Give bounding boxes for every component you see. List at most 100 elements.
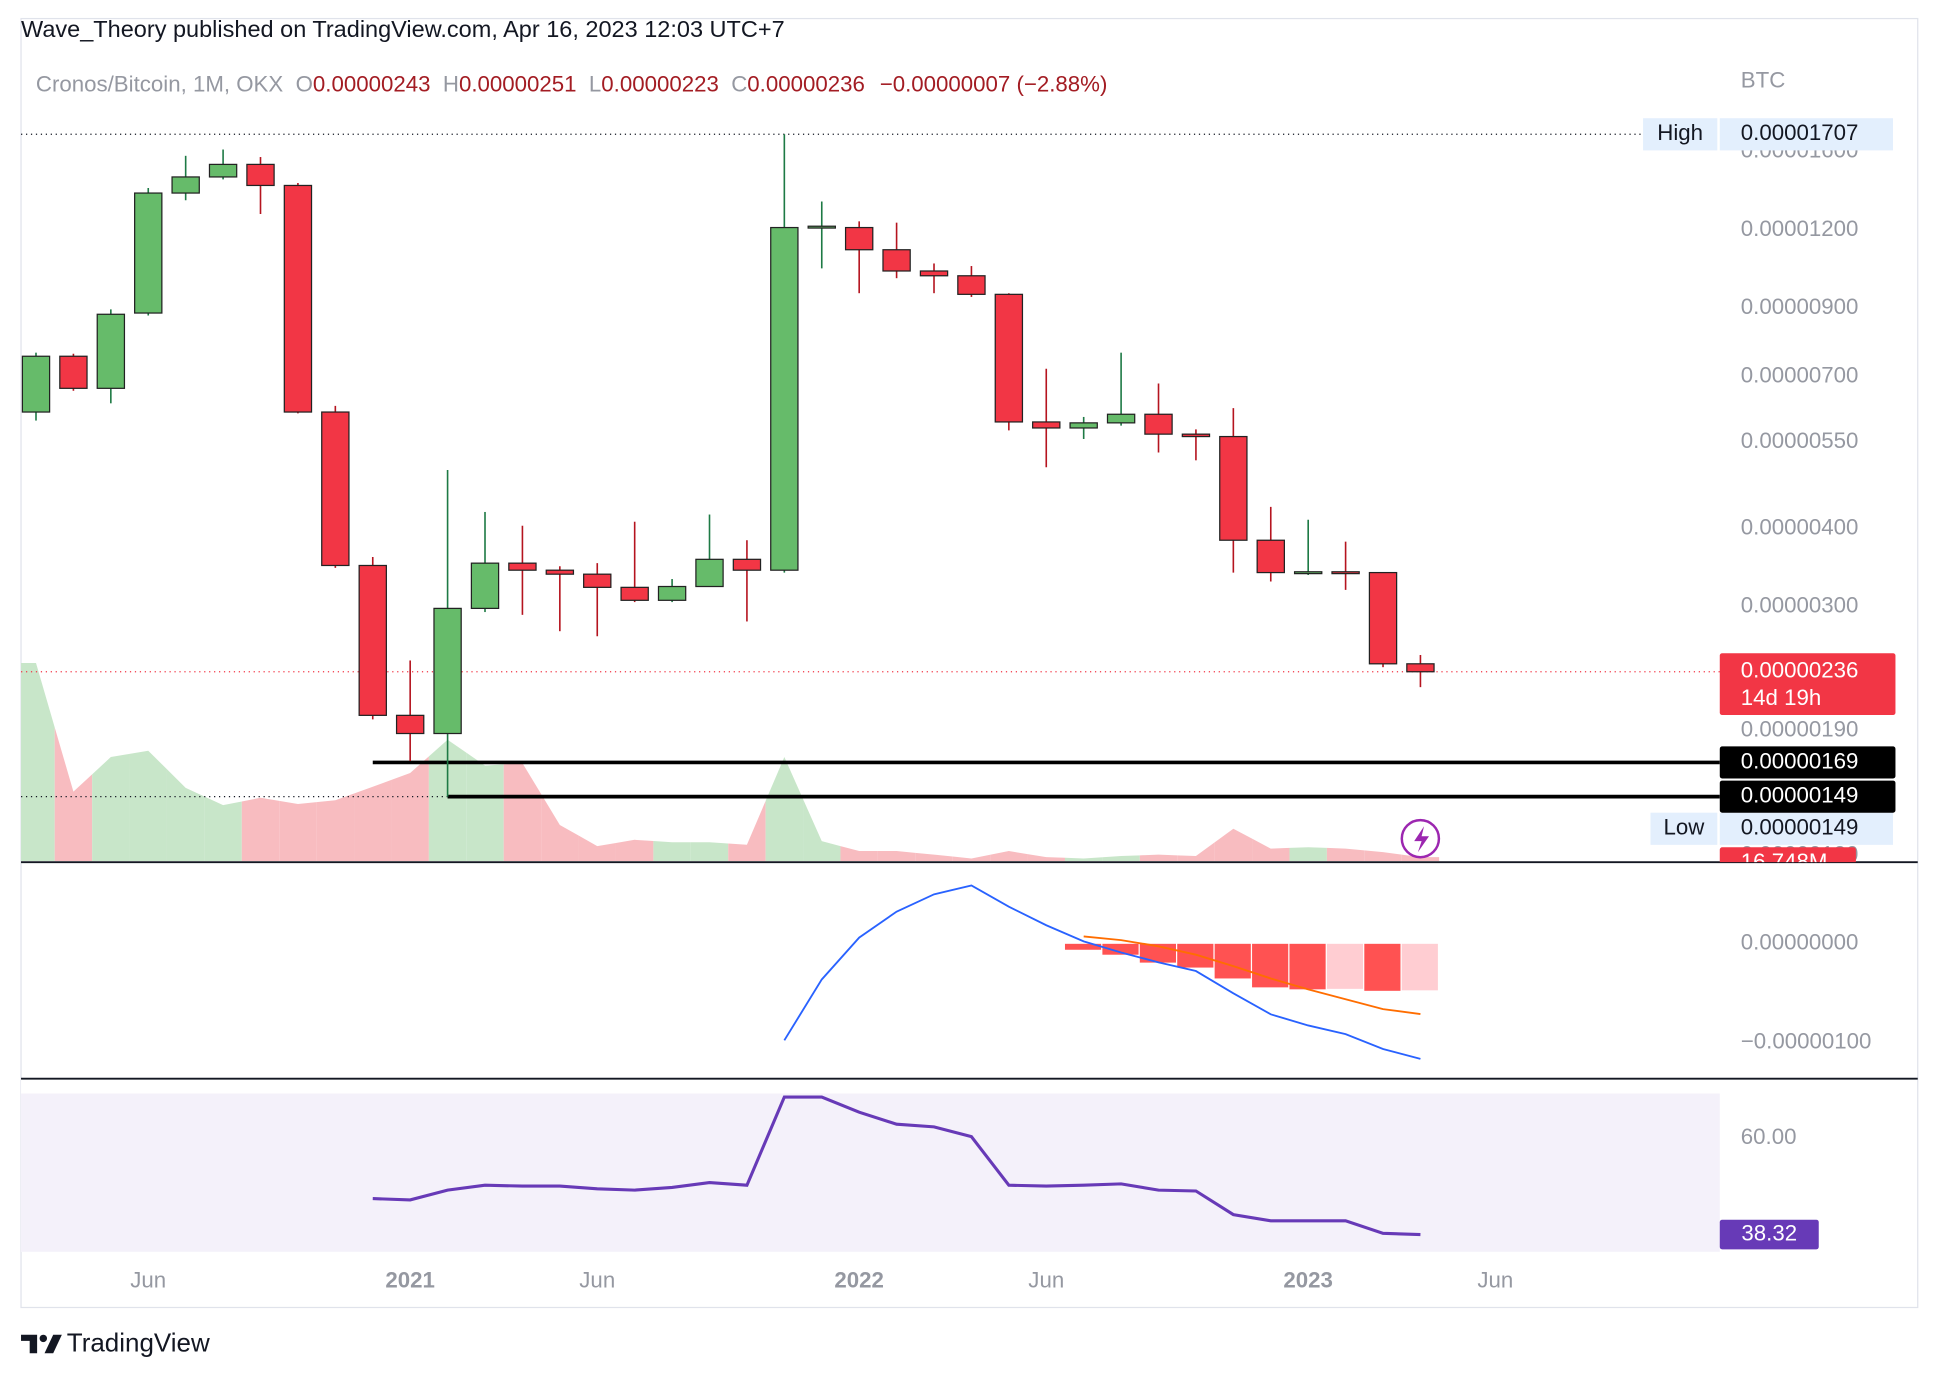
volume-area xyxy=(1364,850,1402,861)
high-title-box xyxy=(1643,118,1718,151)
y-tick-label: 0.00000190 xyxy=(1741,717,1859,742)
macd-histogram xyxy=(1252,943,1289,988)
volume-area xyxy=(728,800,766,861)
candle-body xyxy=(208,163,238,178)
volume-area xyxy=(1252,838,1290,861)
x-tick-label: Jun xyxy=(1477,1267,1513,1292)
candle-body xyxy=(1032,421,1061,429)
low-title-box xyxy=(1650,812,1718,845)
candle-body xyxy=(1181,433,1211,438)
volume-area xyxy=(840,846,878,861)
volume-label: 16.748M xyxy=(1741,849,1828,874)
macd-tick-label: 0.00000000 xyxy=(1741,930,1859,955)
l-value: 0.00000223 xyxy=(601,71,719,96)
candle-body xyxy=(1069,422,1098,429)
last-price: 0.00000236 xyxy=(1741,658,1859,683)
candle-body xyxy=(358,564,387,716)
x-tick-label: 2023 xyxy=(1283,1267,1333,1292)
signal-line xyxy=(1083,935,1421,1015)
low-value-box xyxy=(1719,812,1893,845)
candle-body xyxy=(1144,413,1173,435)
volume-area xyxy=(391,756,429,861)
rsi-tick-label: 60.00 xyxy=(1741,1124,1797,1149)
h: H xyxy=(443,71,459,96)
candle-body xyxy=(321,411,350,567)
y-tick-label: 0.00001200 xyxy=(1741,216,1859,241)
macd-histogram xyxy=(1326,943,1364,989)
candle-body xyxy=(657,585,687,601)
plot-layer xyxy=(21,133,1720,1252)
volume-area xyxy=(166,769,205,861)
volume-area xyxy=(541,794,579,861)
candle-body xyxy=(1406,663,1435,673)
rsi-line xyxy=(372,1095,1421,1237)
candle-body xyxy=(1106,413,1136,424)
volume-area xyxy=(204,796,242,861)
x-tick-label: Jun xyxy=(130,1267,166,1292)
volume-area xyxy=(428,739,467,861)
candle-body xyxy=(620,586,649,601)
candle-body xyxy=(283,184,313,413)
o: O xyxy=(296,71,313,96)
level-label: 0.00000169 xyxy=(1741,748,1859,773)
candle-body xyxy=(134,192,163,314)
volume-area xyxy=(1139,854,1178,861)
macd-histogram xyxy=(1177,943,1214,968)
macd-histogram xyxy=(1214,943,1251,979)
rsi-band xyxy=(21,1093,1720,1252)
y-tick-label: 0.00000900 xyxy=(1741,294,1859,319)
candle-body xyxy=(732,558,762,571)
volume-label-box xyxy=(1719,847,1856,863)
volume-label-group: 16.748M xyxy=(1719,847,1856,874)
volume-area xyxy=(54,727,93,861)
x-tick-label: Jun xyxy=(579,1267,615,1292)
volume-area xyxy=(316,793,355,861)
candle-body xyxy=(1219,435,1248,541)
unit: BTC xyxy=(1741,68,1786,93)
y-tick-label: 0.00000400 xyxy=(1741,514,1859,539)
volume-area xyxy=(21,663,55,861)
brand: TradingView xyxy=(67,1327,210,1357)
level-label: 0.00000149 xyxy=(1741,783,1859,808)
volume-area xyxy=(1289,847,1327,861)
publish-info: Wave_Theory published on TradingView.com… xyxy=(21,16,785,42)
y-tick-label: 0.00000700 xyxy=(1741,362,1859,387)
candle-body xyxy=(59,355,88,389)
level-label-box xyxy=(1719,746,1896,779)
candle-body xyxy=(433,607,462,735)
volume-area xyxy=(1064,857,1103,861)
volume-area xyxy=(803,799,841,861)
macd-histogram xyxy=(1102,943,1139,955)
candle-body xyxy=(1256,539,1285,574)
candle-body xyxy=(695,558,724,588)
candle-body xyxy=(844,226,874,251)
x-tick-label: Jun xyxy=(1028,1267,1064,1292)
volume-area xyxy=(615,839,654,861)
candle-body xyxy=(994,293,1024,423)
volume-area xyxy=(1326,847,1365,861)
candle-body xyxy=(770,226,799,571)
low-title: Low xyxy=(1663,815,1705,840)
volume-area xyxy=(1102,855,1140,861)
candle-body xyxy=(395,714,425,735)
c: C xyxy=(731,71,747,96)
volume-area xyxy=(578,835,616,861)
macd-histogram xyxy=(1064,943,1102,950)
volume-area xyxy=(354,779,392,861)
macd-histogram xyxy=(1364,943,1401,991)
volume-area xyxy=(952,854,991,861)
lightning-icon xyxy=(1400,818,1441,859)
y-tick-label: 0.00000550 xyxy=(1741,428,1859,453)
tradingview-logo xyxy=(21,1334,62,1354)
symbol: Cronos/Bitcoin, 1M, OKX xyxy=(36,71,283,96)
volume-area xyxy=(877,851,916,861)
low-value: 0.00000149 xyxy=(1741,815,1859,840)
c-value: 0.00000236 xyxy=(747,71,865,96)
candle-body xyxy=(1293,571,1323,575)
candle-body xyxy=(882,249,911,272)
rsi-last: 38.32 xyxy=(1741,1220,1797,1245)
candle-body xyxy=(508,562,537,571)
x-tick-label: 2021 xyxy=(385,1267,435,1292)
macd-histogram xyxy=(1401,943,1438,991)
volume-area xyxy=(690,842,729,861)
